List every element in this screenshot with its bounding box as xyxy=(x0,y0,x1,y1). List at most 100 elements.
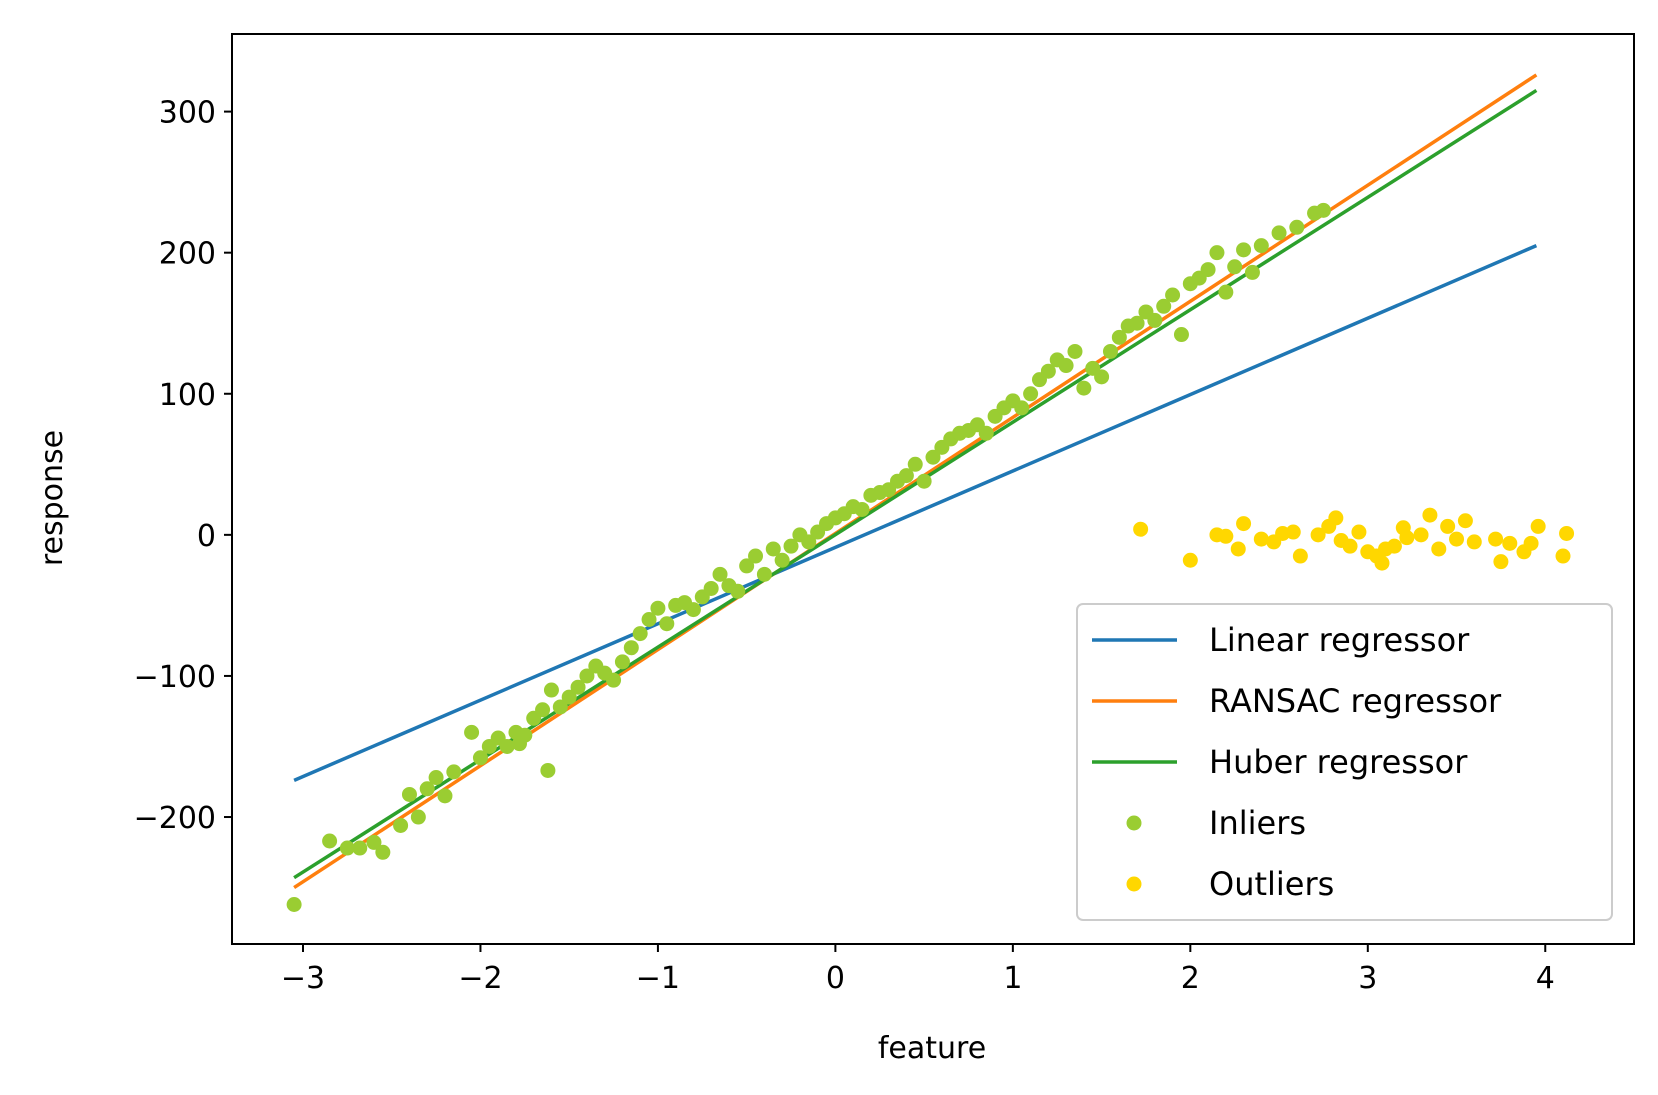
inliers-point xyxy=(464,724,480,740)
inliers-point xyxy=(1014,400,1030,416)
outliers-point xyxy=(1431,541,1447,557)
inliers-point xyxy=(543,682,559,698)
outliers-point xyxy=(1555,548,1571,564)
y-tick-label: 300 xyxy=(159,96,216,131)
inliers-point xyxy=(1147,312,1163,328)
inliers-point xyxy=(1094,369,1110,385)
inliers-point xyxy=(428,770,444,786)
inliers-point xyxy=(570,679,586,695)
inliers-point xyxy=(756,566,772,582)
y-tick-label: 200 xyxy=(159,237,216,272)
inliers-point xyxy=(801,534,817,550)
outliers-point xyxy=(1328,510,1344,526)
inliers-point xyxy=(517,727,533,743)
outliers-point xyxy=(1386,538,1402,554)
outliers-point xyxy=(1292,548,1308,564)
inliers-point xyxy=(1315,202,1331,218)
inliers-point xyxy=(907,456,923,472)
inliers-point xyxy=(703,580,719,596)
legend-label-linear-regressor: Linear regressor xyxy=(1209,621,1470,659)
inliers-point xyxy=(765,541,781,557)
outliers-point xyxy=(1236,516,1252,532)
inliers-point xyxy=(1156,298,1172,314)
inliers-point xyxy=(1218,284,1234,300)
inliers-point xyxy=(739,558,755,574)
outliers-point xyxy=(1253,531,1269,547)
inliers-point xyxy=(1129,315,1145,331)
plot-area xyxy=(286,73,1575,912)
inliers-point xyxy=(1165,287,1181,303)
x-tick-label: 1 xyxy=(1003,961,1022,996)
inliers-point xyxy=(606,672,622,688)
inliers-point xyxy=(339,840,355,856)
inliers-point xyxy=(1023,386,1039,402)
inliers-point xyxy=(614,654,630,670)
outliers-point xyxy=(1559,525,1575,541)
inliers-point xyxy=(540,762,556,778)
x-axis-ticks: −3 −2 −1 0 1 2 3 4 xyxy=(281,944,1555,996)
x-tick-label: −2 xyxy=(458,961,502,996)
axes-frame xyxy=(231,33,1635,945)
inliers-point xyxy=(352,840,368,856)
inliers-point xyxy=(419,781,435,797)
outliers-point xyxy=(1310,527,1326,543)
y-axis-label: response xyxy=(35,430,70,566)
x-tick-label: −1 xyxy=(636,961,680,996)
y-axis-ticks: −200 −100 0 100 200 300 xyxy=(134,96,232,836)
outliers-point xyxy=(1488,531,1504,547)
inliers-point xyxy=(322,833,338,849)
inliers-point xyxy=(898,468,914,484)
legend: Linear regressor RANSAC regressor Huber re… xyxy=(1076,603,1613,921)
inliers-point xyxy=(1076,380,1092,396)
inliers-point xyxy=(685,602,701,618)
inliers-point xyxy=(1200,262,1216,278)
y-tick-label: −100 xyxy=(134,660,216,695)
x-tick-label: 2 xyxy=(1181,961,1200,996)
outliers-point xyxy=(1413,527,1429,543)
inliers-point xyxy=(650,600,666,616)
outliers-point xyxy=(1457,513,1473,529)
inliers-point xyxy=(632,626,648,642)
outliers-point xyxy=(1230,541,1246,557)
inliers-point xyxy=(393,817,409,833)
inliers-point xyxy=(1040,363,1056,379)
outliers-point xyxy=(1182,552,1198,568)
outliers-point xyxy=(1502,535,1518,551)
legend-marker-outliers xyxy=(1126,876,1142,892)
inliers-point xyxy=(854,501,870,517)
inliers-point xyxy=(446,764,462,780)
outliers-point xyxy=(1218,528,1234,544)
inliers-point xyxy=(1244,264,1260,280)
inliers-point xyxy=(1227,259,1243,275)
legend-label-huber-regressor: Huber regressor xyxy=(1209,743,1468,781)
x-tick-label: 0 xyxy=(826,961,845,996)
legend-marker-inliers xyxy=(1126,815,1142,831)
inliers-point xyxy=(1253,238,1269,254)
outliers-point xyxy=(1493,554,1509,570)
series-points xyxy=(286,202,1575,912)
inliers-point xyxy=(730,583,746,599)
outliers-point xyxy=(1466,534,1482,550)
outliers-point xyxy=(1374,555,1390,571)
outliers-point xyxy=(1399,530,1415,546)
inliers-point xyxy=(925,449,941,465)
inliers-point xyxy=(916,473,932,489)
inliers-point xyxy=(561,689,577,705)
inliers-point xyxy=(437,788,453,804)
inliers-point xyxy=(783,538,799,554)
x-tick-label: −3 xyxy=(281,961,325,996)
legend-box xyxy=(1076,603,1613,921)
inliers-point xyxy=(410,809,426,825)
outliers-point xyxy=(1449,531,1465,547)
inliers-point xyxy=(472,750,488,766)
y-tick-label: 0 xyxy=(197,519,216,554)
x-axis-label: feature xyxy=(878,1031,986,1066)
inliers-point xyxy=(659,616,675,632)
outliers-point xyxy=(1351,524,1367,540)
outliers-point xyxy=(1530,518,1546,534)
inliers-point xyxy=(1102,343,1118,359)
inliers-point xyxy=(1289,219,1305,235)
inliers-point xyxy=(712,566,728,582)
outliers-point xyxy=(1523,535,1539,551)
